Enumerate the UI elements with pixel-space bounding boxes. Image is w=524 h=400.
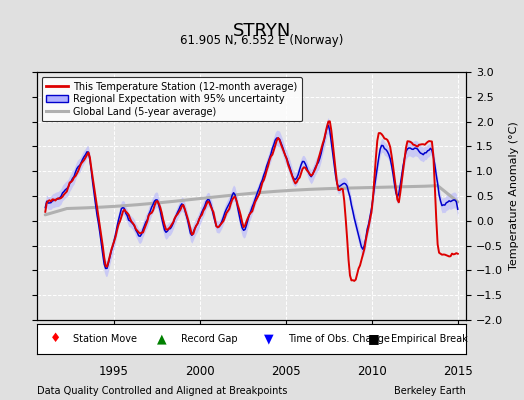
Text: 2015: 2015 [443,365,473,378]
Text: 61.905 N, 6.552 E (Norway): 61.905 N, 6.552 E (Norway) [180,34,344,47]
Text: Station Move: Station Move [73,334,137,344]
Text: ▼: ▼ [265,332,274,346]
Text: Empirical Break: Empirical Break [391,334,468,344]
Text: 2000: 2000 [185,365,215,378]
Text: 2005: 2005 [271,365,301,378]
Text: Record Gap: Record Gap [181,334,237,344]
Text: 1995: 1995 [99,365,129,378]
Text: ■: ■ [367,332,379,346]
Legend: This Temperature Station (12-month average), Regional Expectation with 95% uncer: This Temperature Station (12-month avera… [41,77,302,122]
Text: 2010: 2010 [357,365,387,378]
Text: STRYN: STRYN [233,22,291,40]
Text: Data Quality Controlled and Aligned at Breakpoints: Data Quality Controlled and Aligned at B… [37,386,287,396]
Text: Berkeley Earth: Berkeley Earth [395,386,466,396]
Text: Time of Obs. Change: Time of Obs. Change [288,334,390,344]
Y-axis label: Temperature Anomaly (°C): Temperature Anomaly (°C) [509,122,519,270]
Text: ♦: ♦ [50,332,61,346]
Text: ▲: ▲ [157,332,167,346]
